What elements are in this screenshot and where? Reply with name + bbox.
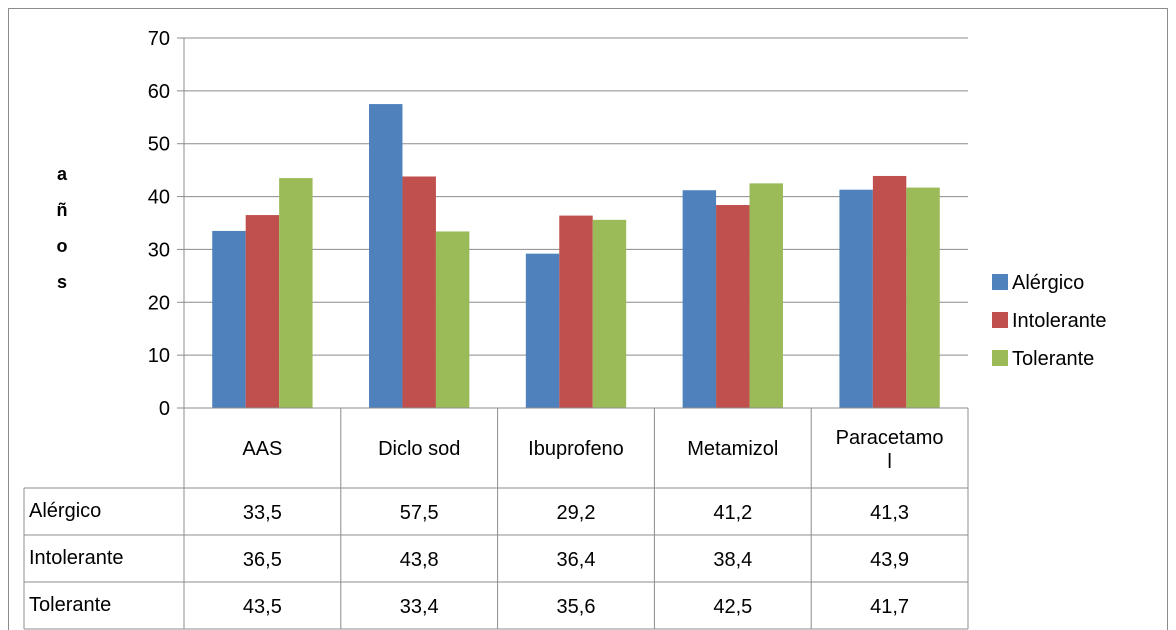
y-tick-label: 10 [148, 345, 170, 367]
bar-alérgico-0 [212, 230, 246, 408]
table-cell: 41,2 [713, 502, 752, 524]
table-cell: 36,5 [243, 549, 282, 571]
table-cell: 29,2 [557, 502, 596, 524]
y-axis-label-char: a [57, 164, 68, 184]
y-tick-label: 40 [148, 187, 170, 209]
table-cell: 42,5 [713, 596, 752, 618]
x-tick-label: Paracetamo [836, 427, 944, 449]
table-row-header: Intolerante [29, 547, 124, 569]
y-tick-label: 70 [148, 28, 170, 50]
legend-label: Intolerante [1012, 310, 1107, 332]
bar-alérgico-1 [369, 104, 403, 409]
y-tick-label: 50 [148, 134, 170, 156]
table-cell: 33,4 [400, 596, 439, 618]
y-axis-label-char: o [57, 236, 68, 256]
bar-tolerante-0 [279, 178, 313, 408]
table-cell: 38,4 [713, 549, 752, 571]
bar-intolerante-3 [716, 205, 750, 408]
x-tick-label: Diclo sod [378, 438, 460, 460]
bar-intolerante-1 [402, 176, 436, 408]
x-tick-label: l [887, 451, 891, 473]
y-axis-label-char: s [57, 272, 67, 292]
y-tick-label: 30 [148, 239, 170, 261]
table-cell: 35,6 [557, 596, 596, 618]
legend-swatch-alérgico [992, 274, 1008, 290]
bar-tolerante-4 [906, 187, 940, 408]
y-axis-label-char: ñ [57, 200, 68, 220]
table-cell: 57,5 [400, 502, 439, 524]
table-cell: 33,5 [243, 502, 282, 524]
y-tick-label: 0 [159, 398, 170, 420]
table-row-header: Alérgico [29, 500, 101, 522]
bar-intolerante-2 [559, 215, 593, 408]
y-tick-label: 20 [148, 292, 170, 314]
bar-alérgico-3 [682, 190, 717, 408]
x-tick-label: AAS [242, 438, 282, 460]
table-cell: 43,8 [400, 549, 439, 571]
bar-tolerante-3 [749, 183, 783, 408]
bar-intolerante-4 [872, 175, 907, 408]
legend-label: Alérgico [1012, 272, 1084, 294]
legend-swatch-tolerante [992, 350, 1008, 366]
table-cell: 43,5 [243, 596, 282, 618]
bar-tolerante-2 [592, 219, 627, 408]
x-tick-label: Metamizol [687, 438, 778, 460]
table-cell: 41,7 [870, 596, 909, 618]
bar-alérgico-2 [525, 253, 560, 408]
bar-tolerante-1 [435, 231, 470, 408]
bar-intolerante-0 [245, 215, 280, 408]
y-tick-label: 60 [148, 81, 170, 103]
legend-label: Tolerante [1012, 348, 1094, 370]
table-cell: 41,3 [870, 502, 909, 524]
table-cell: 36,4 [557, 549, 596, 571]
bar-alérgico-4 [839, 189, 873, 408]
legend-swatch-intolerante [992, 312, 1008, 328]
table-row-header: Tolerante [29, 594, 111, 616]
table-cell: 43,9 [870, 549, 909, 571]
x-tick-label: Ibuprofeno [528, 438, 624, 460]
chart-frame [8, 8, 1168, 630]
